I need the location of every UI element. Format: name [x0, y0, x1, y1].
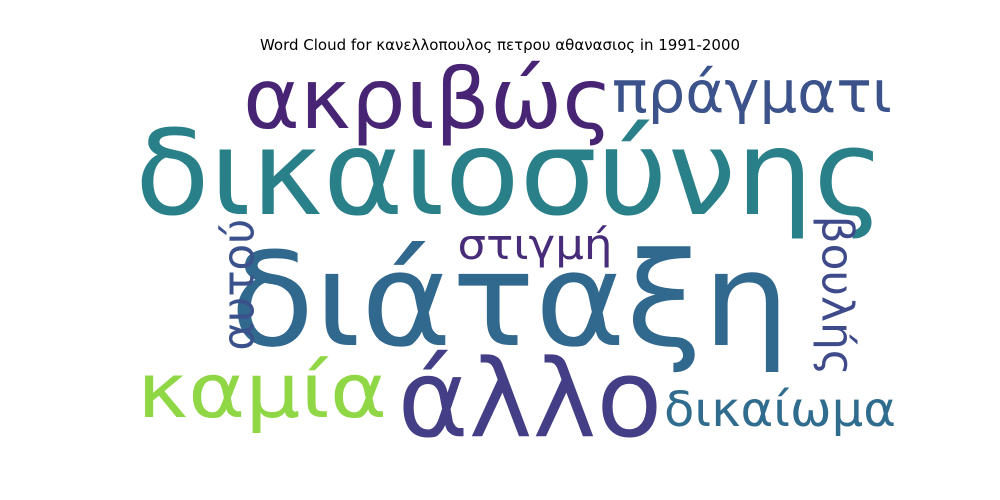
word-4: άλλο: [398, 337, 663, 462]
word-0: δικαιοσύνης: [135, 104, 885, 242]
word-2: ακριβώς: [243, 50, 613, 148]
word-3: πράγματι: [612, 58, 892, 126]
word-1: διάταξη: [230, 224, 790, 376]
word-7: αυτού: [213, 219, 264, 351]
word-6: στιγμή: [458, 220, 613, 269]
word-5: καμία: [137, 346, 387, 435]
word-9: δικαίωμα: [664, 382, 896, 438]
chart-title: Word Cloud for κανελλοπουλος πετρου αθαν…: [259, 36, 741, 54]
word-8: βουλής: [812, 216, 863, 376]
